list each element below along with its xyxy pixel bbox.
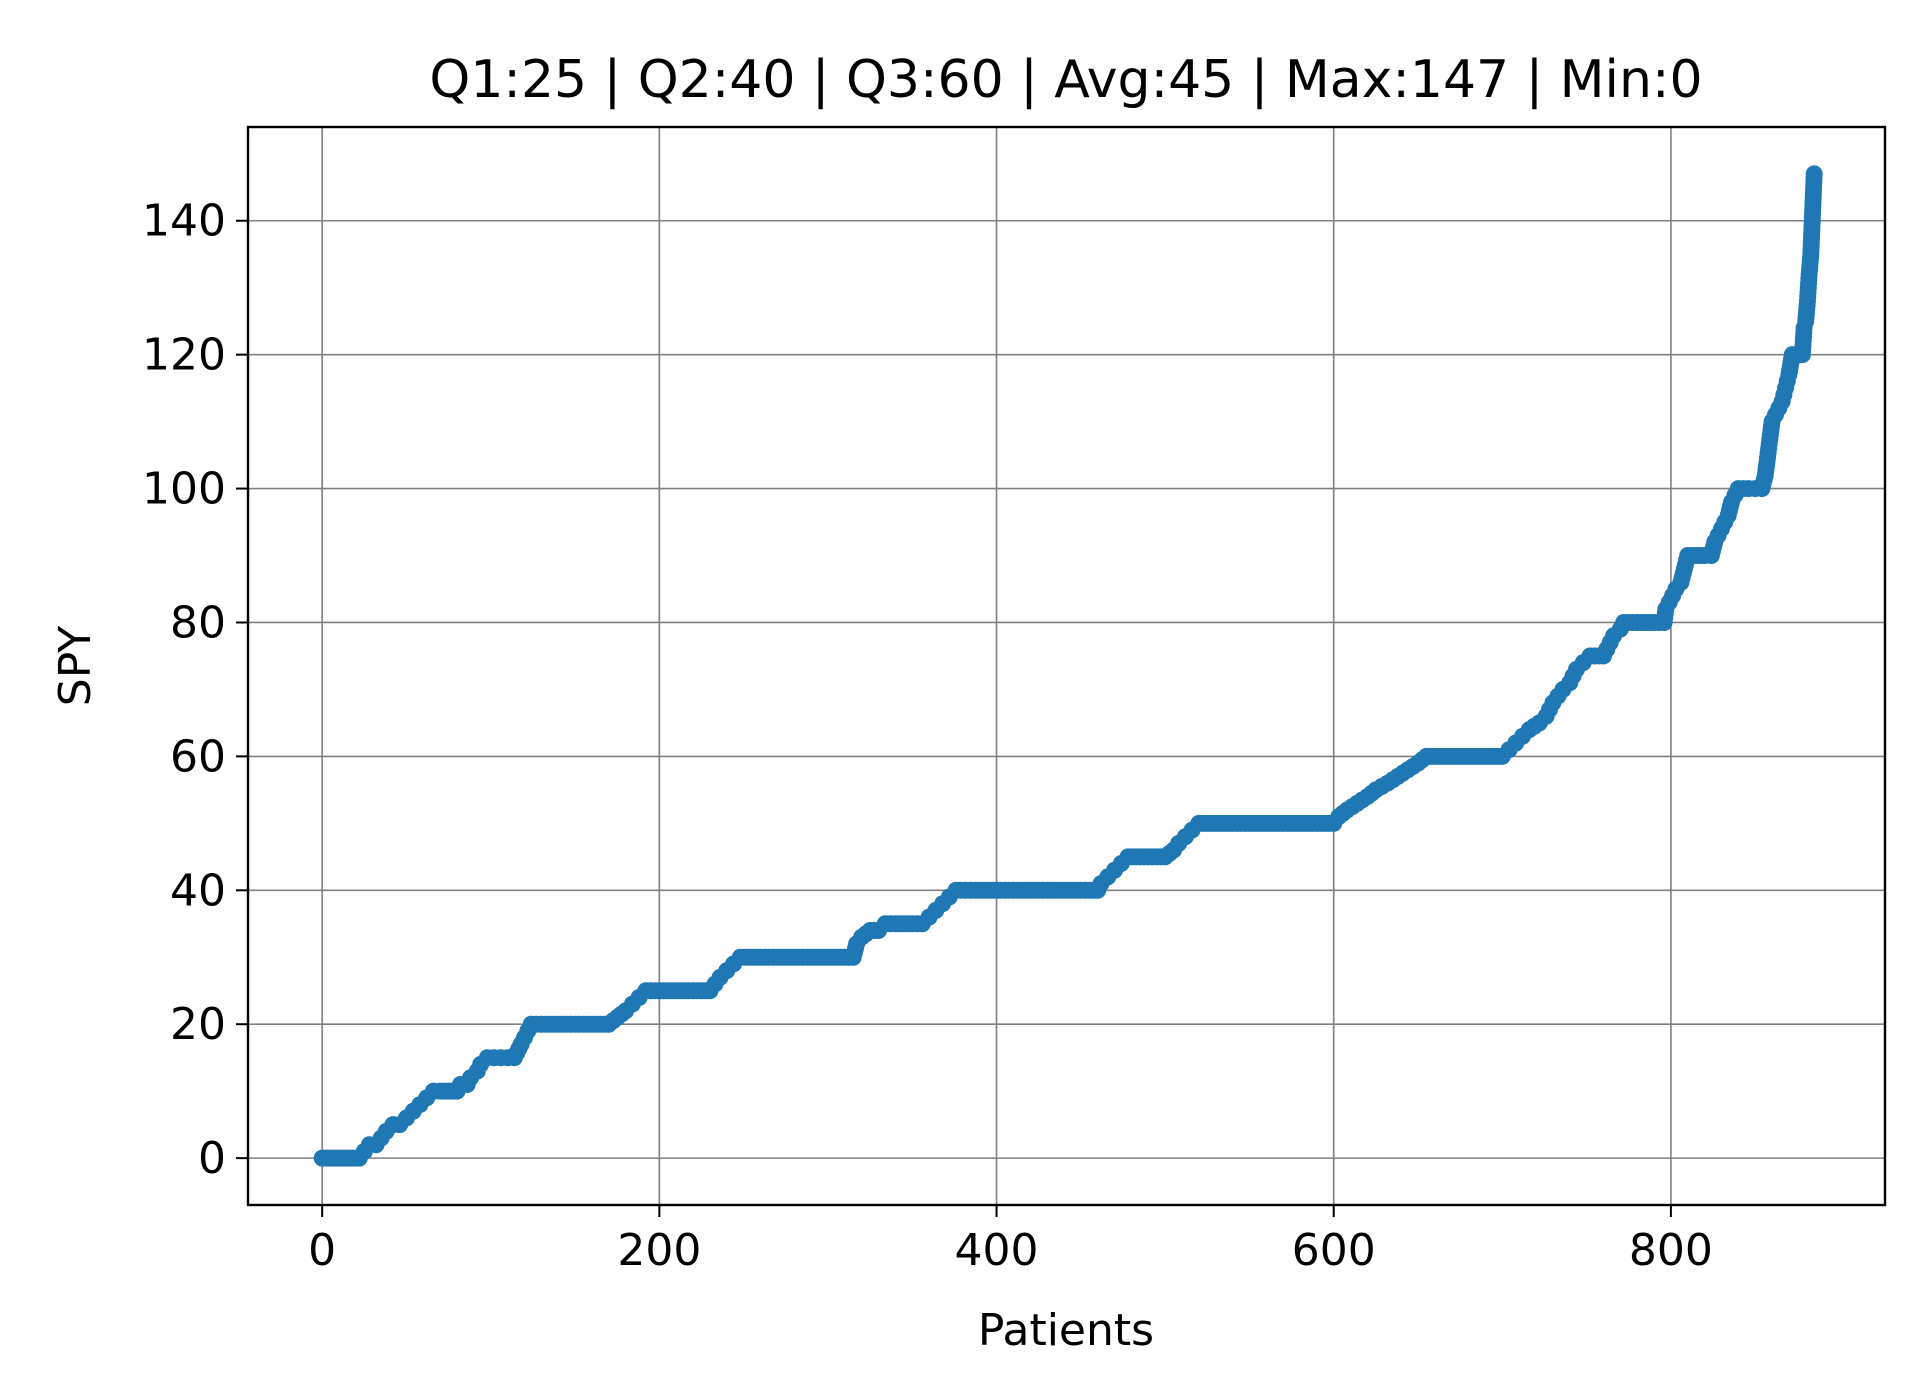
y-tick-label: 0 — [198, 1133, 226, 1184]
x-tick-label: 0 — [308, 1225, 336, 1276]
x-tick-label: 400 — [955, 1225, 1039, 1276]
y-tick-label: 60 — [170, 731, 226, 782]
y-tick-label: 100 — [142, 464, 226, 515]
y-axis-label: SPY — [50, 626, 101, 706]
x-tick-label: 800 — [1629, 1225, 1713, 1276]
chart-title: Q1:25 | Q2:40 | Q3:60 | Avg:45 | Max:147… — [429, 50, 1702, 110]
y-tick-label: 40 — [170, 865, 226, 916]
y-tick-label: 120 — [142, 330, 226, 381]
y-tick-label: 20 — [170, 999, 226, 1050]
grid-lines — [248, 127, 1885, 1205]
x-tick-label: 600 — [1292, 1225, 1376, 1276]
y-tick-label: 140 — [142, 196, 226, 247]
x-axis-ticks: 0 200 400 600 800 — [308, 1205, 1713, 1276]
data-point — [1805, 165, 1823, 183]
x-tick-label: 200 — [617, 1225, 701, 1276]
x-axis-label: Patients — [978, 1305, 1154, 1356]
y-tick-label: 80 — [170, 597, 226, 648]
plot-frame — [246, 125, 1887, 1207]
data-points — [313, 165, 1823, 1167]
y-axis-ticks: 0 20 40 60 80 100 120 140 — [142, 196, 248, 1184]
